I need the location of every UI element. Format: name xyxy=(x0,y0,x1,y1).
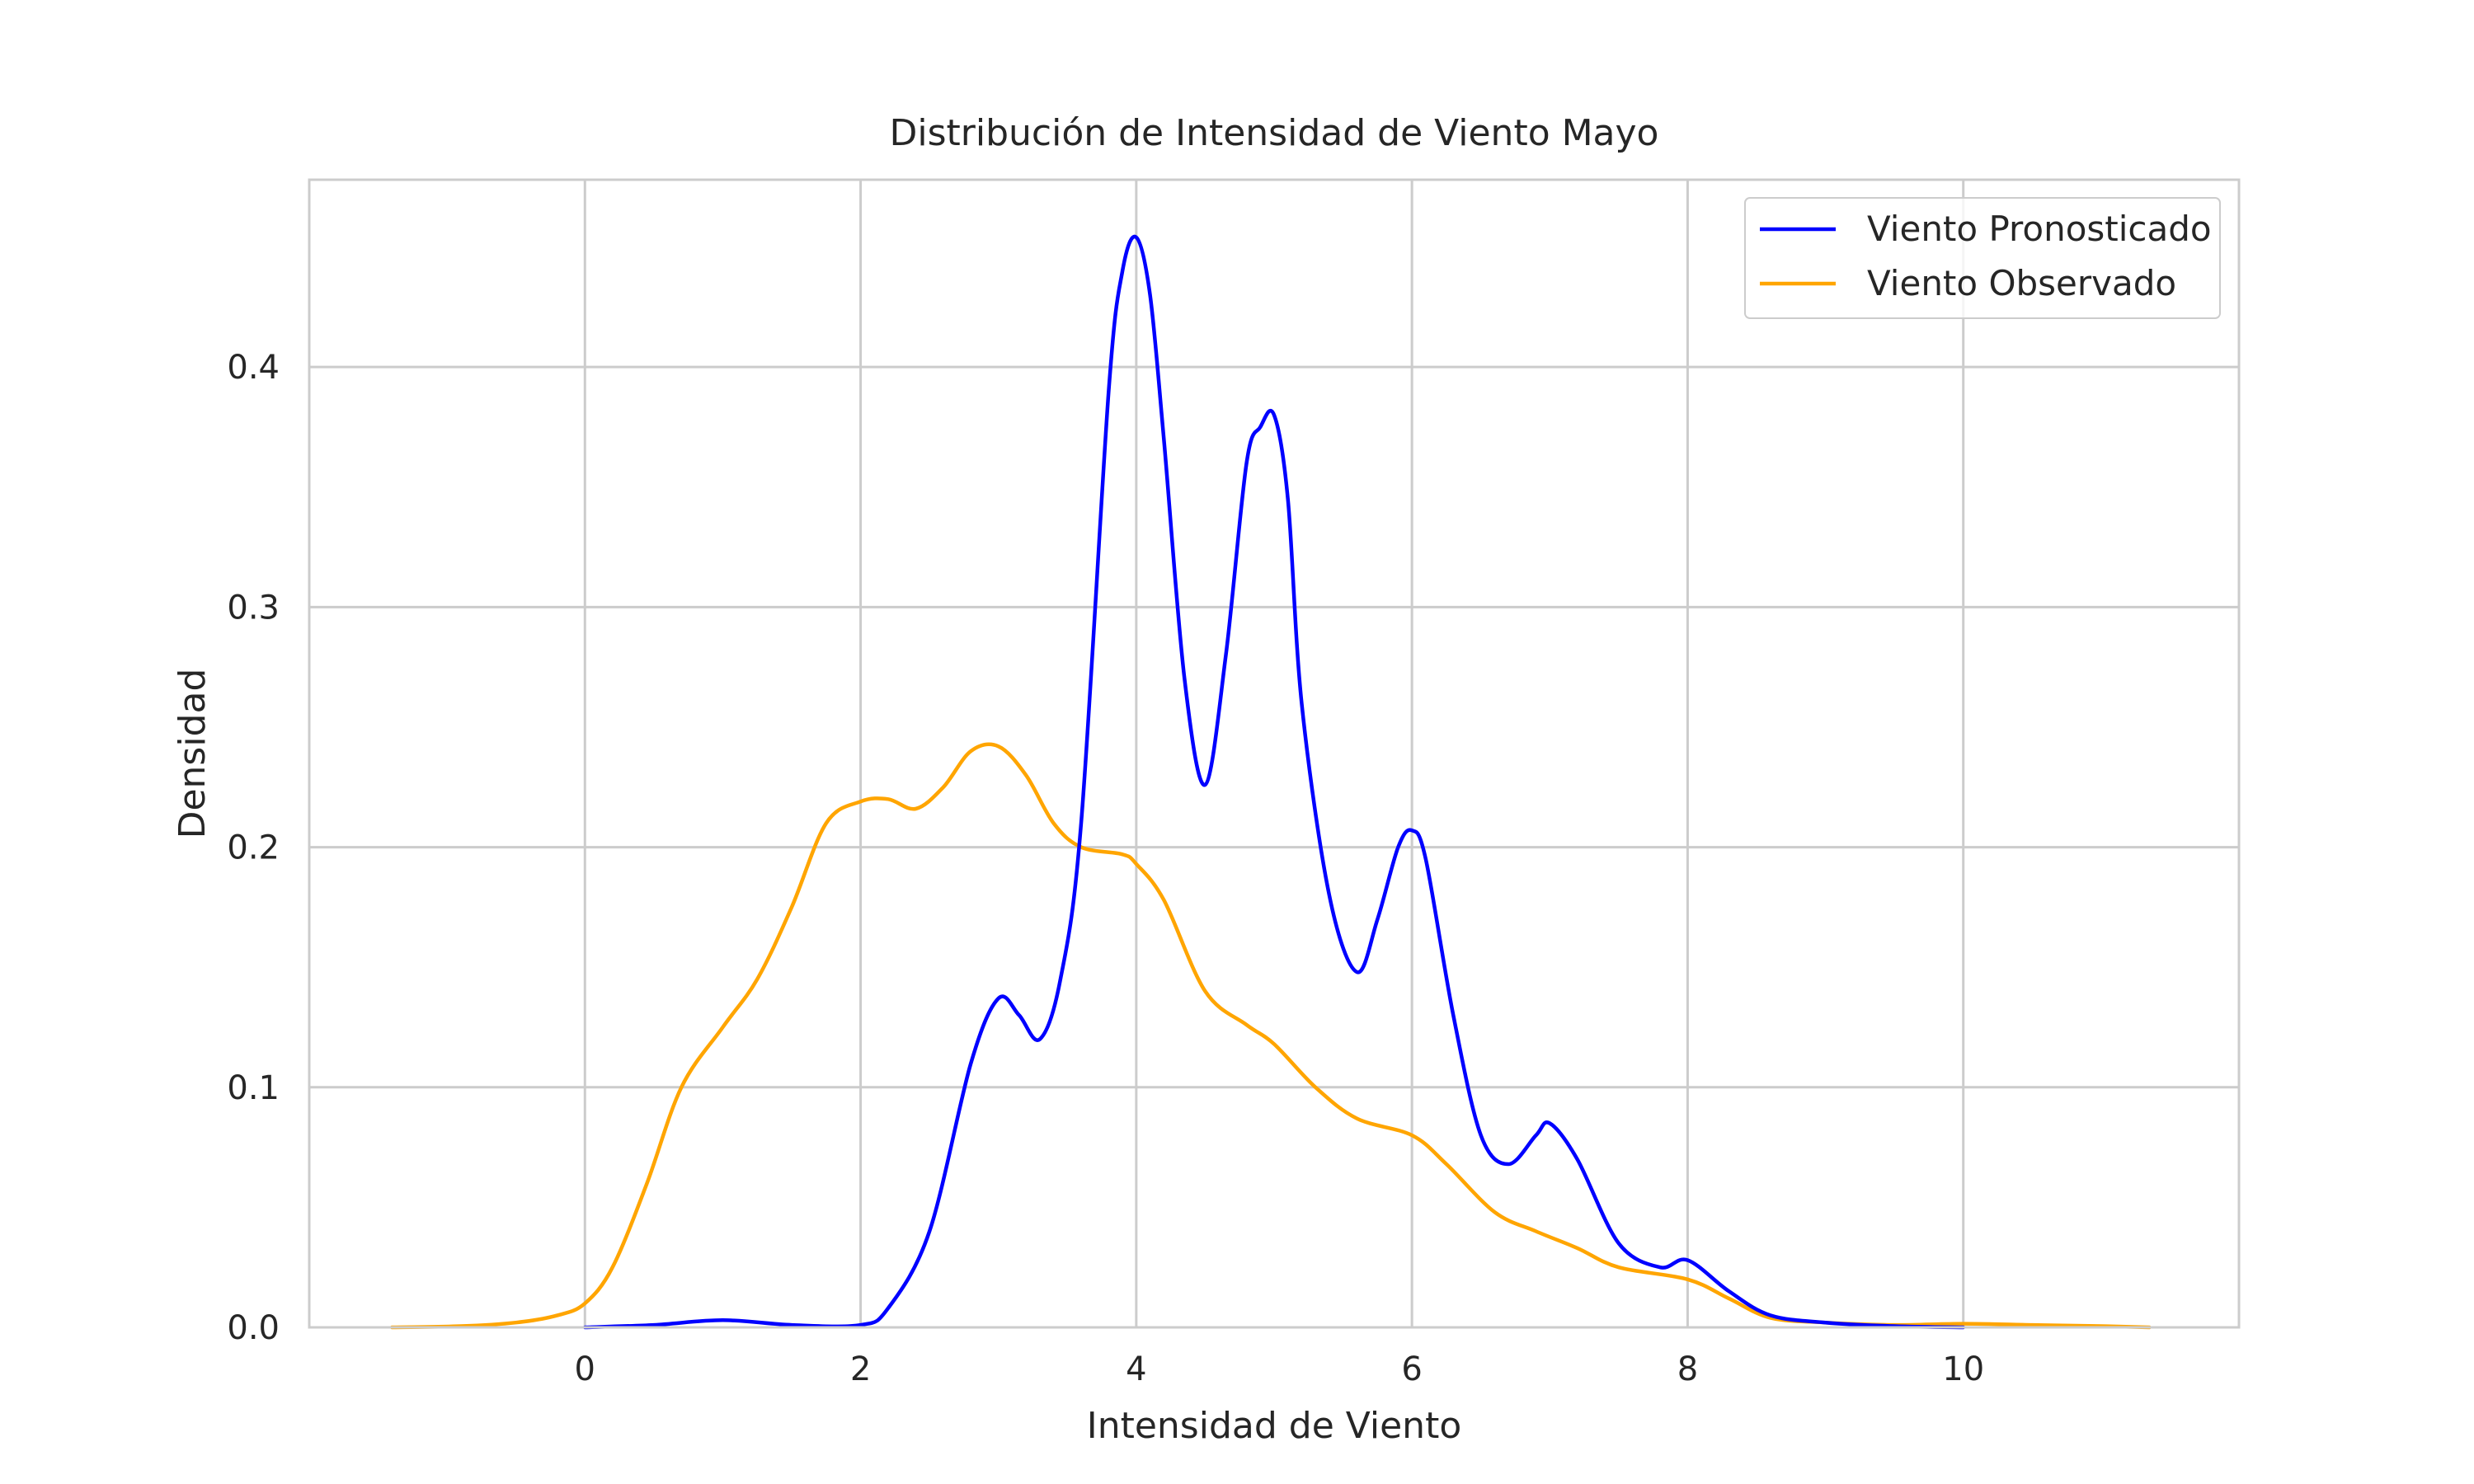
series-line-viento-pronosticado xyxy=(583,234,1965,1330)
tick-labels: 0 2 4 6 8 10 0.0 0.1 0.2 0.3 0.4 xyxy=(227,349,1984,1388)
series-line-viento-observado xyxy=(390,742,2152,1330)
series-lines xyxy=(390,234,2152,1330)
legend-label-viento-pronosticado: Viento Pronosticado xyxy=(1867,209,2212,249)
x-tick-label: 4 xyxy=(1126,1350,1146,1388)
x-tick-label: 2 xyxy=(850,1350,871,1388)
x-tick-label: 0 xyxy=(575,1350,595,1388)
legend-label-viento-observado: Viento Observado xyxy=(1867,263,2176,303)
y-tick-label: 0.0 xyxy=(227,1309,280,1347)
x-axis-label: Intensidad de Viento xyxy=(1087,1405,1462,1447)
x-tick-label: 6 xyxy=(1401,1350,1422,1388)
chart-title: Distribución de Intensidad de Viento May… xyxy=(890,112,1659,154)
plot-area-frame xyxy=(308,178,2241,1329)
y-tick-label: 0.1 xyxy=(227,1069,280,1107)
x-tick-label: 8 xyxy=(1677,1350,1698,1388)
x-tick-label: 10 xyxy=(1942,1350,1984,1388)
y-tick-label: 0.4 xyxy=(227,349,280,387)
legend-box xyxy=(1744,197,2221,319)
legend: Viento Pronosticado Viento Observado xyxy=(1744,197,2221,319)
y-tick-label: 0.3 xyxy=(227,589,280,627)
y-axis-label: Densidad xyxy=(172,669,214,839)
y-tick-label: 0.2 xyxy=(227,829,280,867)
